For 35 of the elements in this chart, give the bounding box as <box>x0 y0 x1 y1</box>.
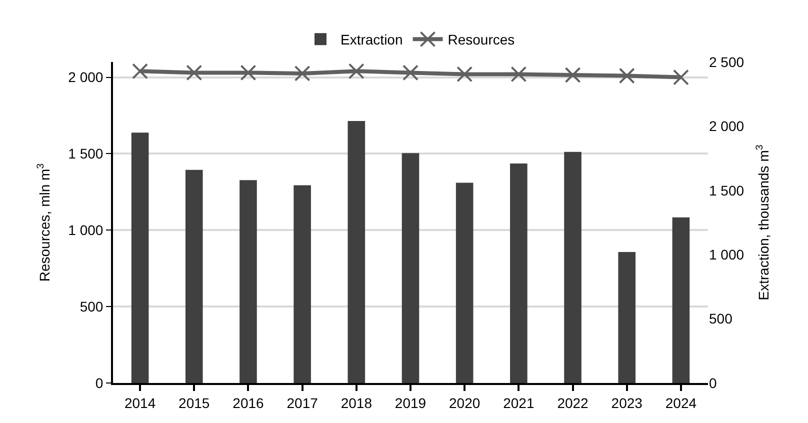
x-tick-label: 2018 <box>340 394 372 411</box>
x-tick-label: 2020 <box>449 394 480 411</box>
bar <box>510 163 528 383</box>
y-tick-label: 1 000 <box>68 222 104 238</box>
y-tick-label: 500 <box>80 298 104 314</box>
bar <box>348 121 366 383</box>
x-tick-label: 2024 <box>665 394 697 411</box>
x-tick-label: 2015 <box>178 394 210 411</box>
x-tick-label: 2022 <box>557 394 589 411</box>
y2-tick-label: 500 <box>709 310 733 327</box>
bar <box>294 185 311 383</box>
y-tick-label: 0 <box>95 374 104 391</box>
y2-tick-label: 0 <box>709 374 717 391</box>
y2-tick-label: 2 000 <box>709 118 744 134</box>
x-tick-label: 2021 <box>503 394 534 411</box>
legend-label: Resources <box>448 32 515 48</box>
bar <box>402 153 420 383</box>
x-tick-label: 2019 <box>394 394 426 411</box>
legend-label: Extraction <box>340 32 403 48</box>
x-tick-label: 2016 <box>232 394 264 411</box>
bar <box>564 152 582 383</box>
y-tick-label: 1 500 <box>68 146 104 162</box>
x-tick-label: 2014 <box>124 394 156 411</box>
y2-tick-label: 1 500 <box>709 182 744 198</box>
x-tick-label: 2017 <box>286 394 318 411</box>
bar <box>185 170 203 383</box>
bar <box>672 217 690 383</box>
y-tick-label: 2 000 <box>68 69 104 86</box>
bar <box>131 132 149 383</box>
bar <box>618 252 636 383</box>
y2-tick-label: 2 500 <box>709 54 744 70</box>
bar <box>456 182 474 383</box>
x-tick-label: 2023 <box>611 394 643 411</box>
y2-tick-label: 1 000 <box>709 246 744 262</box>
bar <box>240 180 257 383</box>
